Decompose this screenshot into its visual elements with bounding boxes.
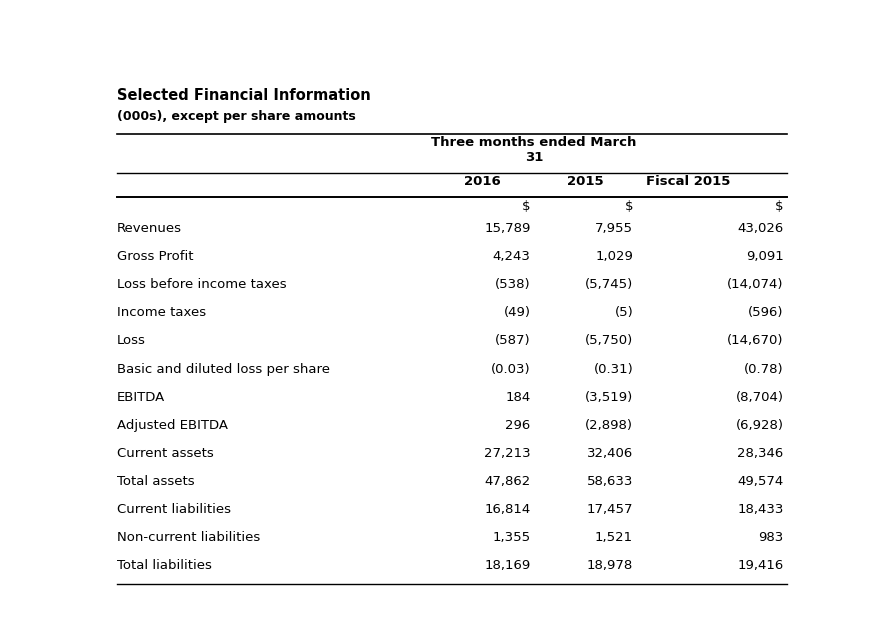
Text: (5,750): (5,750)	[585, 334, 633, 347]
Text: (14,670): (14,670)	[727, 334, 783, 347]
Text: 27,213: 27,213	[484, 447, 531, 460]
Text: 1,355: 1,355	[492, 531, 531, 544]
Text: 2016: 2016	[465, 174, 501, 188]
Text: Revenues: Revenues	[117, 222, 182, 235]
Text: 17,457: 17,457	[587, 503, 633, 516]
Text: Total liabilities: Total liabilities	[117, 559, 212, 572]
Text: $: $	[522, 200, 531, 213]
Text: Loss before income taxes: Loss before income taxes	[117, 278, 287, 291]
Text: (0.03): (0.03)	[491, 363, 531, 376]
Text: 16,814: 16,814	[484, 503, 531, 516]
Text: EBITDA: EBITDA	[117, 391, 165, 404]
Text: 32,406: 32,406	[587, 447, 633, 460]
Text: Non-current liabilities: Non-current liabilities	[117, 531, 260, 544]
Text: 9,091: 9,091	[746, 250, 783, 263]
Text: Three months ended March
31: Three months ended March 31	[431, 135, 637, 164]
Text: Adjusted EBITDA: Adjusted EBITDA	[117, 418, 228, 432]
Text: (49): (49)	[504, 307, 531, 320]
Text: 1,029: 1,029	[595, 250, 633, 263]
Text: Total assets: Total assets	[117, 475, 195, 488]
Text: Basic and diluted loss per share: Basic and diluted loss per share	[117, 363, 330, 376]
Text: 2015: 2015	[567, 174, 603, 188]
Text: 47,862: 47,862	[484, 475, 531, 488]
Text: 7,955: 7,955	[595, 222, 633, 235]
Text: 1,521: 1,521	[595, 531, 633, 544]
Text: (596): (596)	[748, 307, 783, 320]
Text: Income taxes: Income taxes	[117, 307, 206, 320]
Text: 18,169: 18,169	[484, 559, 531, 572]
Text: $: $	[775, 200, 783, 213]
Text: 49,574: 49,574	[737, 475, 783, 488]
Text: (538): (538)	[495, 278, 531, 291]
Text: (8,704): (8,704)	[736, 391, 783, 404]
Text: (2,898): (2,898)	[585, 418, 633, 432]
Text: Fiscal 2015: Fiscal 2015	[646, 174, 730, 188]
Text: 43,026: 43,026	[737, 222, 783, 235]
Text: (5,745): (5,745)	[585, 278, 633, 291]
Text: Current assets: Current assets	[117, 447, 213, 460]
Text: 15,789: 15,789	[484, 222, 531, 235]
Text: 184: 184	[505, 391, 531, 404]
Text: Loss: Loss	[117, 334, 146, 347]
Text: (0.78): (0.78)	[744, 363, 783, 376]
Text: (5): (5)	[615, 307, 633, 320]
Text: (0.31): (0.31)	[594, 363, 633, 376]
Text: 4,243: 4,243	[493, 250, 531, 263]
Text: 58,633: 58,633	[587, 475, 633, 488]
Text: Selected Financial Information: Selected Financial Information	[117, 88, 370, 103]
Text: $: $	[624, 200, 633, 213]
Text: 983: 983	[759, 531, 783, 544]
Text: 19,416: 19,416	[737, 559, 783, 572]
Text: (6,928): (6,928)	[736, 418, 783, 432]
Text: 296: 296	[505, 418, 531, 432]
Text: (14,074): (14,074)	[727, 278, 783, 291]
Text: (3,519): (3,519)	[585, 391, 633, 404]
Text: Gross Profit: Gross Profit	[117, 250, 193, 263]
Text: 18,433: 18,433	[737, 503, 783, 516]
Text: Current liabilities: Current liabilities	[117, 503, 231, 516]
Text: (587): (587)	[495, 334, 531, 347]
Text: 28,346: 28,346	[737, 447, 783, 460]
Text: (000s), except per share amounts: (000s), except per share amounts	[117, 111, 355, 124]
Text: 18,978: 18,978	[587, 559, 633, 572]
